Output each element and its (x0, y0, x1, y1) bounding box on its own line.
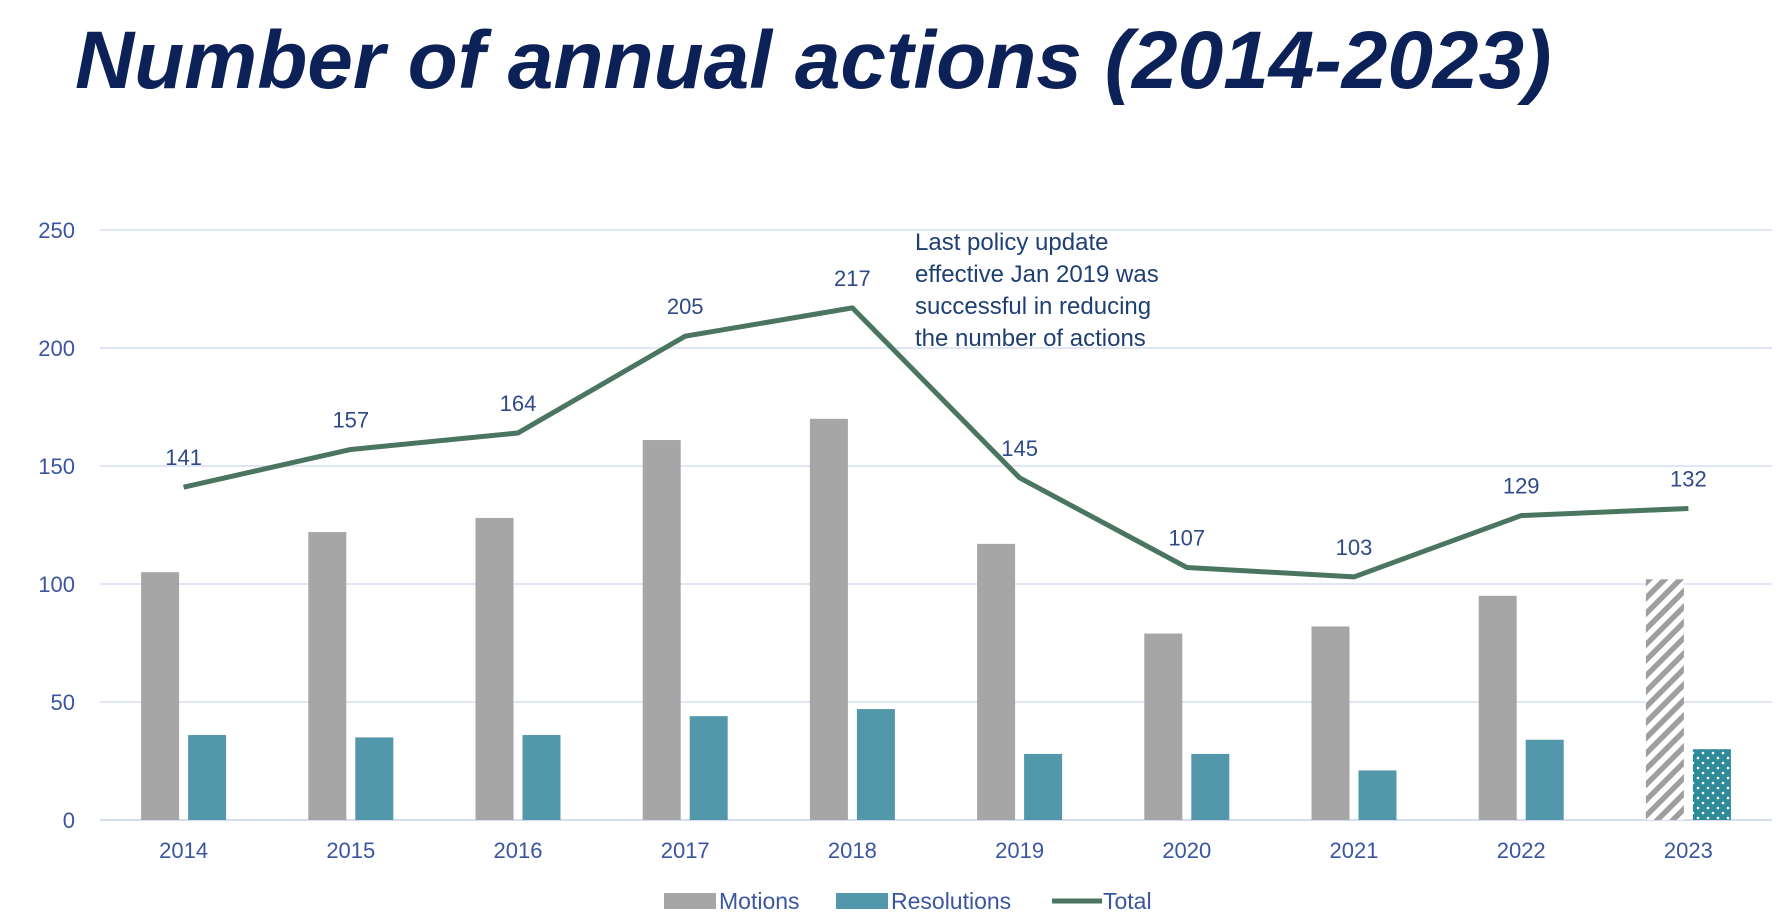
bars (141, 418, 1731, 820)
bar-motions (1645, 579, 1684, 820)
bar-resolutions (689, 716, 728, 820)
bar-motions (141, 572, 180, 820)
total-line: 141 157 164 205 217 145 107 103 129 132 (165, 266, 1707, 580)
x-axis: 2014 2015 2016 2017 2018 2019 2020 2021 2022 2023 (159, 838, 1713, 863)
data-label-total: 157 (332, 407, 369, 432)
bar-motions (809, 418, 848, 820)
annotation: Last policy update effective Jan 2019 was… (915, 229, 1159, 352)
data-label-total: 205 (667, 294, 704, 319)
x-tick-label: 2022 (1497, 838, 1546, 863)
data-label-total: 145 (1001, 436, 1038, 461)
legend-swatch-motions (664, 893, 716, 909)
chart-title: Number of annual actions (2014-2023) (75, 15, 1552, 106)
x-tick-label: 2019 (995, 838, 1044, 863)
y-tick-label: 50 (51, 690, 75, 715)
bar-motions (1311, 626, 1350, 820)
y-tick-label: 100 (38, 572, 75, 597)
bar-resolutions (522, 735, 561, 820)
data-label-total: 141 (165, 445, 202, 470)
x-tick-label: 2020 (1162, 838, 1211, 863)
bar-resolutions (188, 735, 227, 820)
y-tick-label: 200 (38, 336, 75, 361)
bar-motions (1478, 595, 1517, 820)
x-tick-label: 2021 (1330, 838, 1379, 863)
legend-label-motions: Motions (719, 888, 800, 914)
bar-resolutions (1358, 770, 1397, 820)
data-label-total: 107 (1168, 525, 1205, 550)
data-label-total: 132 (1670, 466, 1707, 491)
bar-resolutions (856, 709, 895, 820)
x-tick-label: 2016 (494, 838, 543, 863)
x-tick-label: 2014 (159, 838, 208, 863)
bar-motions (475, 517, 514, 820)
data-label-total: 129 (1503, 474, 1540, 499)
y-axis: 0 50 100 150 200 250 (38, 218, 75, 833)
legend-swatch-resolutions (836, 893, 888, 909)
y-tick-label: 150 (38, 454, 75, 479)
bar-motions (308, 532, 347, 820)
series-line-total (183, 305, 1689, 580)
x-tick-label: 2017 (661, 838, 710, 863)
x-tick-label: 2015 (326, 838, 375, 863)
bar-motions (977, 543, 1016, 820)
bar-resolutions (355, 737, 394, 820)
annotation-line: successful in reducing (915, 293, 1151, 320)
legend-label-resolutions: Resolutions (891, 888, 1011, 914)
bar-resolutions (1191, 753, 1230, 820)
legend-label-total: Total (1103, 888, 1152, 914)
bar-resolutions (1024, 753, 1063, 820)
data-label-total: 217 (834, 266, 871, 291)
bar-motions (642, 440, 681, 820)
y-tick-label: 0 (63, 808, 75, 833)
y-tick-label: 250 (38, 218, 75, 243)
annotation-line: the number of actions (915, 325, 1146, 352)
x-tick-label: 2023 (1664, 838, 1713, 863)
bar-resolutions (1692, 749, 1731, 820)
bar-motions (1144, 633, 1183, 820)
x-tick-label: 2018 (828, 838, 877, 863)
bar-resolutions (1525, 739, 1564, 820)
annotation-line: effective Jan 2019 was (915, 261, 1159, 288)
data-label-total: 164 (500, 391, 537, 416)
legend: Motions Resolutions Total (664, 888, 1152, 914)
annotation-line: Last policy update (915, 229, 1108, 256)
data-label-total: 103 (1336, 535, 1373, 560)
